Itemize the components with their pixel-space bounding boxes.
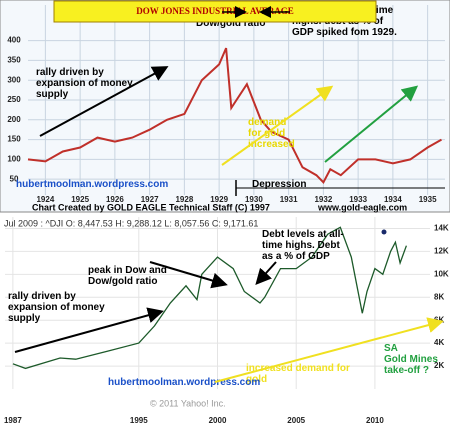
annotation: Debt levels at all-time highs. Debt as a … — [262, 229, 344, 262]
x-tick-label: 1929 — [210, 195, 228, 204]
annotation-line: Dow/gold ratio — [196, 18, 265, 29]
annotation-line: Depression — [252, 179, 306, 190]
y-tick-label: 350 — [7, 56, 21, 65]
chart-footer: Chart Created by GOLD EAGLE Technical St… — [32, 202, 270, 212]
y-tick-label: 200 — [7, 115, 21, 124]
y-tick-label: 150 — [7, 135, 21, 144]
y-tick-label: 2K — [434, 361, 444, 370]
x-tick-label: 1927 — [141, 195, 159, 204]
y-tick-label: 50 — [10, 174, 19, 183]
x-tick-label: 1928 — [175, 195, 193, 204]
annotation: hubertmoolman.wordpress.com — [108, 377, 260, 388]
x-tick-label: 2010 — [366, 416, 384, 425]
top-panel — [0, 0, 450, 213]
annotation-line: rally driven by — [36, 67, 104, 78]
chart-title: DOW JONES INDUSTRIAL AVERAGE — [136, 6, 293, 16]
x-tick-label: 1987 — [4, 416, 22, 425]
annotation-line: rally driven by — [8, 291, 76, 302]
annotation-line: as a % of GDP — [262, 251, 330, 262]
price-line — [27, 47, 442, 184]
marker-dot — [381, 229, 387, 235]
annotation-line: Gold Mines — [384, 354, 438, 365]
annotation-line: hubertmoolman.wordpress.com — [16, 179, 168, 190]
y-tick-label: 4K — [434, 338, 444, 347]
annotation: rally driven by expansion of money supply — [36, 67, 133, 100]
annotation: SA Gold Mines take-off ? — [384, 343, 438, 376]
annotation-line: Dow/gold ratio — [88, 276, 157, 287]
price-line — [12, 226, 408, 370]
chart-source: © 2011 Yahoo! Inc. — [150, 398, 226, 408]
x-tick-label: 1934 — [384, 195, 402, 204]
x-tick-label: 2005 — [287, 416, 305, 425]
annotation-line: SA — [384, 343, 398, 354]
y-tick-label: 10K — [434, 269, 449, 278]
x-tick-label: 1931 — [280, 195, 298, 204]
annotation: increased demand for gold — [246, 363, 350, 385]
x-tick-label: 1935 — [419, 195, 437, 204]
annotation-line: Debt levels at all- — [262, 229, 344, 240]
x-tick-label: 1924 — [36, 195, 54, 204]
annotation-line: demand — [248, 117, 286, 128]
annotation-line: expansion of money — [8, 302, 105, 313]
arrows — [14, 6, 445, 383]
annotation-line: time highs. Debt — [262, 240, 340, 251]
bottom-panel — [0, 216, 450, 429]
annotation-line: gold — [246, 374, 267, 385]
x-tick-label: 1925 — [71, 195, 89, 204]
x-tick-label: 1933 — [349, 195, 367, 204]
x-tick-label: 1926 — [106, 195, 124, 204]
annotation-line: take-off ? — [384, 365, 429, 376]
y-tick-label: 300 — [7, 75, 21, 84]
annotation-line: expansion of money — [36, 78, 133, 89]
y-tick-label: 8K — [434, 292, 444, 301]
annotation: rally driven by expansion of money supply — [8, 291, 105, 324]
x-tick-label: 1932 — [314, 195, 332, 204]
annotation-line: hubertmoolman.wordpress.com — [108, 377, 260, 388]
y-tick-label: 12K — [434, 247, 449, 256]
title-box — [53, 0, 377, 23]
chart-header: Jul 2009 : ^DJI O: 8,447.53 H: 9,288.12 … — [4, 218, 258, 228]
y-tick-label: 400 — [7, 36, 21, 45]
x-tick-label: 2000 — [209, 416, 227, 425]
annotation-line: increased — [248, 139, 295, 150]
y-tick-label: 100 — [7, 154, 21, 163]
x-tick-label: 1930 — [245, 195, 263, 204]
annotation-line: GDP spiked fom 1929. — [292, 27, 397, 38]
y-tick-label: 14K — [434, 224, 449, 233]
y-tick-label: 250 — [7, 95, 21, 104]
annotation-line: supply — [8, 313, 41, 324]
annotation: hubertmoolman.wordpress.com — [16, 179, 168, 190]
annotation-line: supply — [36, 89, 69, 100]
annotation-line: peak in Dow and — [88, 265, 167, 276]
annotation: Depression — [252, 179, 306, 190]
x-tick-label: 1995 — [130, 416, 148, 425]
annotation-line: increased demand for — [246, 363, 350, 374]
chart-source: www.gold-eagle.com — [317, 202, 407, 212]
